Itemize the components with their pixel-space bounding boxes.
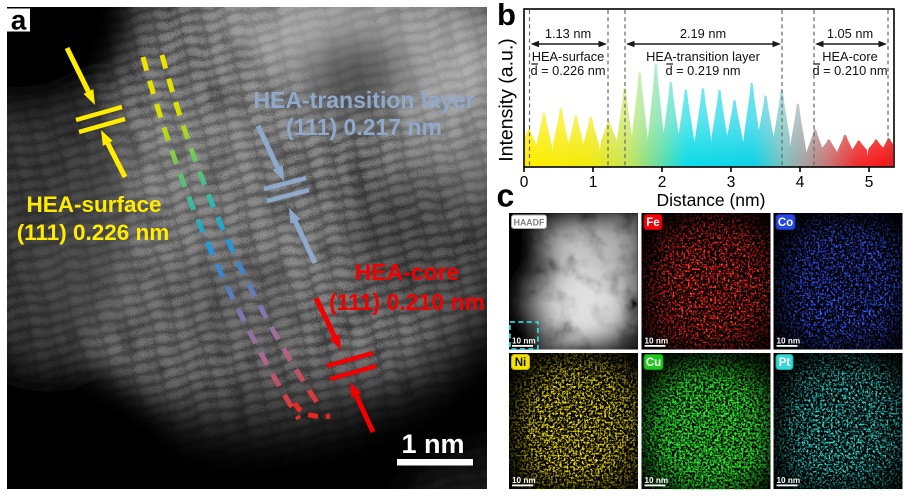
svg-text:HEA-surface: HEA-surface [532,49,605,64]
svg-text:4: 4 [796,174,805,191]
svg-text:1.05 nm: 1.05 nm [827,26,873,41]
svg-text:2.19 nm: 2.19 nm [680,26,726,41]
svg-text:Intensity (a.u.): Intensity (a.u.) [496,38,518,162]
svg-text:5: 5 [865,174,874,191]
svg-text:Co: Co [778,217,793,229]
svg-text:(111) 0.217 nm: (111) 0.217 nm [286,114,442,140]
svg-text:10 nm: 10 nm [777,337,801,346]
svg-text:(111) 0.226 nm: (111) 0.226 nm [17,220,170,245]
svg-text:HEA-core: HEA-core [355,259,460,285]
svg-text:d = 0.219 nm: d = 0.219 nm [665,63,740,78]
svg-text:Distance (nm): Distance (nm) [657,190,766,210]
svg-text:c: c [497,178,515,214]
svg-text:(111) 0.210 nm: (111) 0.210 nm [329,289,485,315]
svg-text:HEA-transition layer: HEA-transition layer [253,87,474,113]
svg-text:10 nm: 10 nm [645,476,669,485]
svg-text:3: 3 [727,174,736,191]
svg-text:2: 2 [658,174,667,191]
svg-text:Fe: Fe [646,217,659,229]
svg-text:10 nm: 10 nm [512,476,536,485]
svg-text:HEA-surface: HEA-surface [26,192,161,217]
svg-text:10 nm: 10 nm [645,337,669,346]
svg-text:d = 0.210 nm: d = 0.210 nm [812,63,887,78]
svg-text:0: 0 [520,174,529,191]
svg-text:1.13 nm: 1.13 nm [545,26,591,41]
svg-text:HEA-core: HEA-core [822,49,877,64]
svg-text:a: a [11,5,27,36]
svg-text:HAADF: HAADF [514,218,545,228]
svg-text:b: b [497,0,516,32]
svg-text:Cu: Cu [646,357,661,369]
svg-text:d = 0.226 nm: d = 0.226 nm [530,63,605,78]
svg-text:10 nm: 10 nm [777,476,801,485]
svg-text:HEA-transition layer: HEA-transition layer [646,49,761,64]
svg-text:10 nm: 10 nm [512,337,536,346]
svg-text:Pt: Pt [779,357,791,369]
svg-text:1: 1 [589,174,598,191]
svg-text:Ni: Ni [515,357,527,369]
svg-text:1 nm: 1 nm [401,429,464,459]
